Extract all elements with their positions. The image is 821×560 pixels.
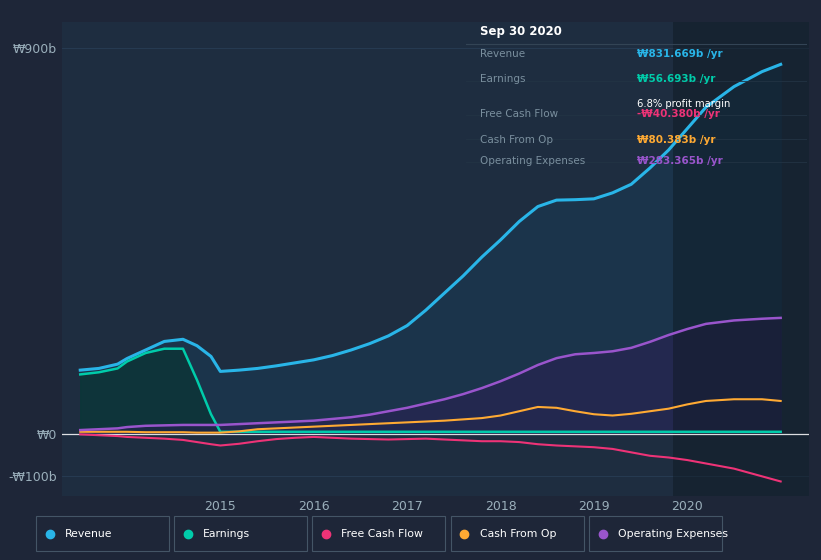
Text: -₩40.380b /yr: -₩40.380b /yr xyxy=(637,109,719,119)
Text: 6.8% profit margin: 6.8% profit margin xyxy=(637,99,730,109)
Text: Free Cash Flow: Free Cash Flow xyxy=(480,109,558,119)
Text: Free Cash Flow: Free Cash Flow xyxy=(342,529,424,539)
Text: Cash From Op: Cash From Op xyxy=(479,529,556,539)
Text: Operating Expenses: Operating Expenses xyxy=(618,529,728,539)
Text: Earnings: Earnings xyxy=(480,74,525,85)
Text: Sep 30 2020: Sep 30 2020 xyxy=(480,25,562,38)
Text: Cash From Op: Cash From Op xyxy=(480,135,553,145)
Text: ₩831.669b /yr: ₩831.669b /yr xyxy=(637,49,722,59)
Text: ₩80.383b /yr: ₩80.383b /yr xyxy=(637,135,715,145)
Text: Earnings: Earnings xyxy=(204,529,250,539)
Text: Revenue: Revenue xyxy=(65,529,112,539)
Text: ₩56.693b /yr: ₩56.693b /yr xyxy=(637,74,715,85)
Text: Revenue: Revenue xyxy=(480,49,525,59)
Text: ₩283.365b /yr: ₩283.365b /yr xyxy=(637,156,722,166)
Bar xyxy=(673,20,814,496)
Text: Operating Expenses: Operating Expenses xyxy=(480,156,585,166)
